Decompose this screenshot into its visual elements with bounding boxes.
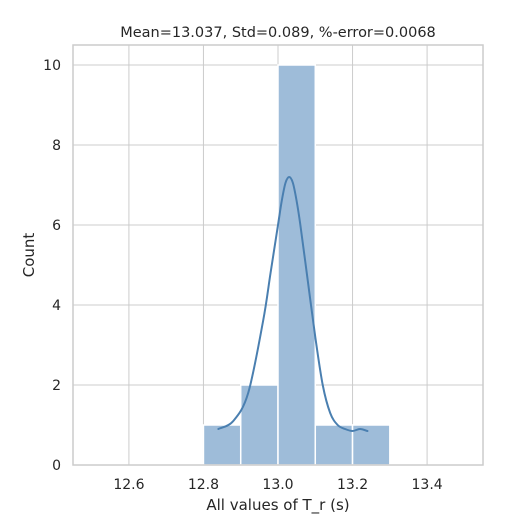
histogram-bar bbox=[202, 424, 242, 466]
histogram-bar bbox=[351, 424, 391, 466]
histogram-bar bbox=[314, 424, 354, 466]
y-tick-label: 8 bbox=[52, 138, 61, 154]
x-tick-labels: 12.6 12.8 13.0 13.2 13.4 bbox=[113, 477, 442, 493]
y-tick-label: 4 bbox=[52, 298, 61, 314]
kde-curve-group bbox=[217, 175, 369, 433]
y-tick-labels: 0 2 4 6 8 10 bbox=[43, 58, 61, 474]
x-tick-label: 12.6 bbox=[113, 477, 144, 493]
y-tick-label: 0 bbox=[52, 458, 61, 474]
histogram-bar bbox=[277, 64, 317, 466]
kde-line bbox=[217, 175, 369, 433]
histogram-bars bbox=[202, 64, 391, 466]
y-tick-label: 6 bbox=[52, 218, 61, 234]
x-tick-label: 13.0 bbox=[262, 477, 293, 493]
chart-title: Mean=13.037, Std=0.089, %-error=0.0068 bbox=[120, 25, 436, 41]
x-tick-label: 12.8 bbox=[188, 477, 219, 493]
x-tick-label: 13.4 bbox=[412, 477, 443, 493]
y-tick-label: 10 bbox=[43, 58, 61, 74]
x-tick-label: 13.2 bbox=[337, 477, 368, 493]
x-axis-label: All values of T_r (s) bbox=[206, 496, 349, 515]
plot-frame bbox=[72, 44, 484, 466]
y-tick-label: 2 bbox=[52, 378, 61, 394]
y-axis-label: Count bbox=[20, 233, 38, 278]
